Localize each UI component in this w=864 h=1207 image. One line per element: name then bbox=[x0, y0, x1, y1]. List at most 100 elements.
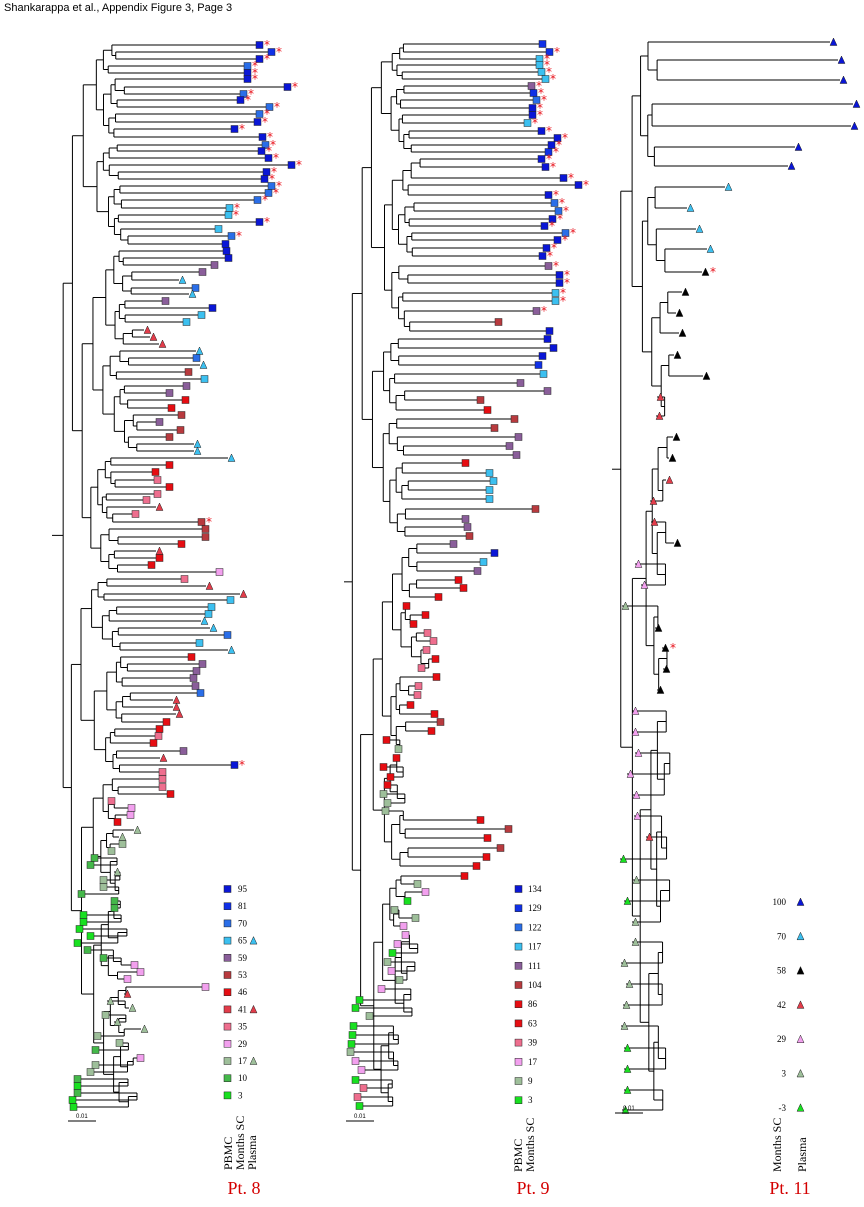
leaf-square bbox=[73, 1082, 82, 1090]
leaf-square bbox=[161, 297, 170, 305]
legend-value: 59 bbox=[238, 953, 248, 963]
leaf-square bbox=[224, 254, 233, 262]
legend-square bbox=[223, 936, 232, 945]
legend-square bbox=[223, 954, 232, 962]
star-marker: * bbox=[541, 304, 547, 318]
legend-item-pt8: 17 bbox=[223, 1056, 258, 1066]
legend-item-pt11: 70 bbox=[777, 931, 805, 941]
legend-square bbox=[223, 988, 232, 996]
leaf-square bbox=[357, 1066, 366, 1074]
leaf-square bbox=[265, 103, 274, 111]
leaf-square bbox=[383, 781, 392, 789]
leaf-square bbox=[542, 244, 551, 252]
leaf-square bbox=[553, 134, 562, 142]
leaf-square bbox=[494, 318, 503, 326]
leaf-square bbox=[485, 486, 494, 494]
leaf-square bbox=[402, 602, 411, 610]
star-marker: * bbox=[564, 268, 570, 282]
legends: 95 81 70 65 59 53 46 41 35 29 17 10 3 134 129 122 117 111… bbox=[68, 884, 809, 1172]
leaf-square bbox=[113, 818, 122, 826]
leaf-square bbox=[258, 133, 267, 141]
leaf-triangle bbox=[620, 1021, 629, 1030]
leaf-square bbox=[528, 111, 537, 119]
leaf-square bbox=[551, 297, 560, 305]
legend-item-pt8: 53 bbox=[223, 970, 248, 980]
legend-value: 10 bbox=[238, 1073, 248, 1083]
leaf-square bbox=[153, 476, 162, 484]
leaf-square bbox=[261, 141, 270, 149]
leaf-square bbox=[153, 490, 162, 498]
leaf-square bbox=[512, 451, 521, 459]
leaf-triangle bbox=[656, 392, 665, 401]
legend-item-pt9: 86 bbox=[514, 999, 538, 1009]
legend-item-pt9: 111 bbox=[514, 961, 541, 971]
legend-value: 46 bbox=[238, 987, 248, 997]
leaf-triangle bbox=[632, 790, 641, 799]
leaf-triangle bbox=[626, 769, 635, 778]
leaf-square bbox=[86, 861, 95, 869]
star-marker: * bbox=[553, 145, 559, 159]
legend-triangle bbox=[796, 966, 805, 975]
legend-value: 100 bbox=[773, 897, 787, 907]
legend-item-pt8: 10 bbox=[223, 1073, 248, 1083]
leaf-square bbox=[107, 797, 116, 805]
star-marker: * bbox=[236, 229, 242, 243]
leaf-square bbox=[192, 667, 201, 675]
leaf-square bbox=[227, 232, 236, 240]
leaf-square bbox=[504, 825, 513, 833]
leaf-triangle bbox=[631, 937, 640, 946]
star-marker: * bbox=[233, 208, 239, 222]
leaf-square bbox=[73, 1089, 82, 1097]
leaf-square bbox=[222, 247, 231, 255]
leaf-square bbox=[176, 426, 185, 434]
legend-square bbox=[223, 971, 232, 979]
leaf-square bbox=[136, 1054, 145, 1062]
star-marker: * bbox=[262, 115, 268, 129]
leaf-square bbox=[225, 204, 234, 212]
leaf-triangle bbox=[143, 325, 152, 334]
leaf-square bbox=[379, 790, 388, 798]
leaf-triangle bbox=[227, 453, 236, 462]
leaf-square bbox=[359, 1084, 368, 1092]
leaf-square bbox=[523, 119, 532, 127]
legend-item-pt9: 104 bbox=[514, 980, 542, 990]
legend-item-pt11: 29 bbox=[777, 1034, 805, 1044]
leaf-square bbox=[197, 518, 206, 526]
leaf-triangle bbox=[631, 727, 640, 736]
leaf-square bbox=[215, 568, 224, 576]
star-marker: * bbox=[550, 160, 556, 174]
leaf-square bbox=[365, 1012, 374, 1020]
legend-value: 29 bbox=[238, 1039, 248, 1049]
leaf-triangle bbox=[621, 601, 630, 610]
leaf-square bbox=[483, 406, 492, 414]
leaf-square bbox=[482, 853, 491, 861]
leaf-triangle bbox=[665, 475, 674, 484]
legend-square bbox=[514, 962, 523, 970]
leaf-triangle bbox=[645, 832, 654, 841]
leaf-triangle bbox=[205, 581, 214, 590]
leaf-square bbox=[351, 1076, 360, 1084]
leaf-square bbox=[155, 725, 164, 733]
star-marker: * bbox=[234, 201, 240, 215]
leaf-square bbox=[255, 55, 264, 63]
legend-value: 65 bbox=[238, 936, 248, 946]
leaf-square bbox=[541, 163, 550, 171]
leaf-square bbox=[165, 483, 174, 491]
legend-triangle bbox=[249, 936, 258, 945]
star-marker: * bbox=[239, 758, 245, 772]
leaf-triangle bbox=[850, 121, 859, 130]
leaf-square bbox=[543, 335, 552, 343]
leaf-square bbox=[77, 890, 86, 898]
leaf-triangle bbox=[787, 161, 796, 170]
legend-square bbox=[514, 1000, 523, 1008]
legend-triangle bbox=[796, 1068, 805, 1078]
leaf-triangle bbox=[623, 1064, 632, 1073]
star-marker: * bbox=[264, 38, 270, 52]
leaf-square bbox=[463, 523, 472, 531]
leaf-square bbox=[476, 396, 485, 404]
star-marker: * bbox=[292, 80, 298, 94]
legend-square bbox=[223, 1057, 232, 1065]
star-marker: * bbox=[538, 86, 544, 100]
star-marker: * bbox=[267, 130, 273, 144]
leaf-triangle bbox=[634, 748, 643, 757]
